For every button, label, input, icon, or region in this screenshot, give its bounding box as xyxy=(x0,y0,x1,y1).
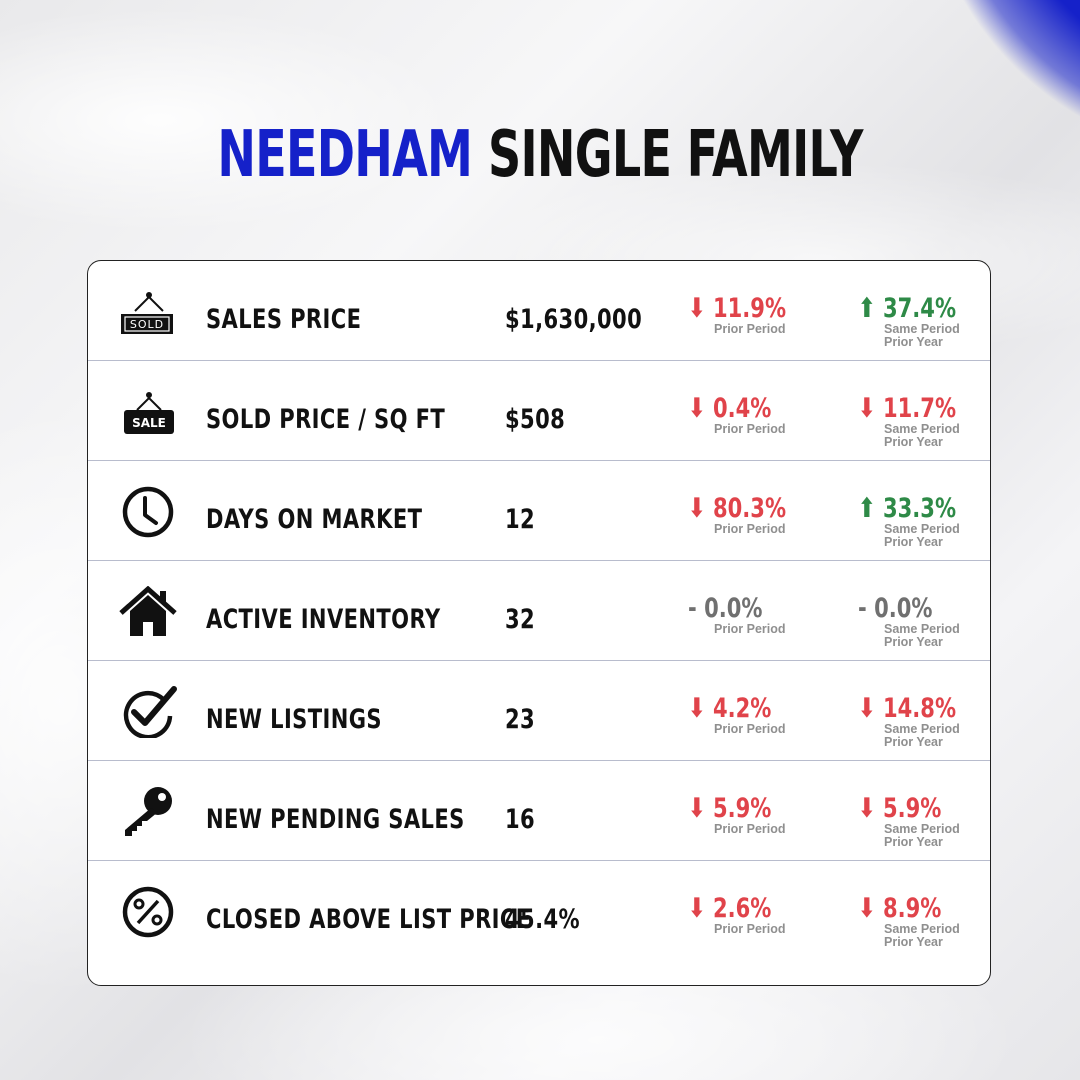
house-icon xyxy=(118,586,178,638)
svg-text:SALE: SALE xyxy=(132,416,166,430)
change-percent: 2.6% xyxy=(712,893,772,924)
stat-label: SOLD PRICE / SQ FT xyxy=(206,404,446,435)
down-arrow-icon: ⬇ xyxy=(858,893,876,924)
prior-year-change: ⬆ 33.3% Same Period Prior Year xyxy=(858,493,984,549)
stat-label: SALES PRICE xyxy=(206,304,362,335)
prior-year-change: - 0.0% Same Period Prior Year xyxy=(858,593,984,649)
prior-period-change: ⬇ 0.4% Prior Period xyxy=(688,393,795,436)
change-note: Prior Period xyxy=(714,922,786,936)
prior-year-change: ⬇ 5.9% Same Period Prior Year xyxy=(858,793,984,849)
change-percent: 5.9% xyxy=(882,793,942,824)
change-note: Same Period Prior Year xyxy=(884,522,960,549)
change-percent: 11.9% xyxy=(712,293,787,324)
change-percent: 0.4% xyxy=(712,393,772,424)
prior-period-change: ⬇ 11.9% Prior Period xyxy=(688,293,814,336)
stat-value: 23 xyxy=(505,704,536,735)
checkmark-icon xyxy=(118,686,178,738)
stat-row-new-pending-sales: NEW PENDING SALES 16 ⬇ 5.9% Prior Period… xyxy=(88,761,990,861)
percent-icon xyxy=(118,886,178,938)
change-note: Prior Period xyxy=(714,622,786,636)
sold-sign-icon: SOLD xyxy=(118,286,178,338)
change-percent: 80.3% xyxy=(712,493,787,524)
change-note: Same Period Prior Year xyxy=(884,322,960,349)
change-note: Prior Period xyxy=(714,322,786,336)
change-note: Prior Period xyxy=(714,422,786,436)
change-percent: 14.8% xyxy=(882,693,957,724)
change-note: Prior Period xyxy=(714,822,786,836)
dash-icon: - xyxy=(688,593,697,624)
stat-label: CLOSED ABOVE LIST PRICE xyxy=(206,904,531,935)
change-note: Same Period Prior Year xyxy=(884,422,960,449)
prior-year-change: ⬇ 11.7% Same Period Prior Year xyxy=(858,393,984,449)
down-arrow-icon: ⬇ xyxy=(688,893,706,924)
change-percent: 0.0% xyxy=(704,593,763,624)
change-percent: 0.0% xyxy=(874,593,933,624)
decorative-blob xyxy=(920,0,1080,160)
change-note: Same Period Prior Year xyxy=(884,822,960,849)
prior-period-change: ⬇ 2.6% Prior Period xyxy=(688,893,795,936)
prior-year-change: ⬆ 37.4% Same Period Prior Year xyxy=(858,293,984,349)
dash-icon: - xyxy=(858,593,867,624)
change-note: Prior Period xyxy=(714,722,786,736)
prior-period-change: ⬇ 80.3% Prior Period xyxy=(688,493,814,536)
down-arrow-icon: ⬇ xyxy=(688,793,706,824)
change-note: Prior Period xyxy=(714,522,786,536)
stat-value: $508 xyxy=(505,404,566,435)
down-arrow-icon: ⬇ xyxy=(688,393,706,424)
stat-row-closed-above-list: CLOSED ABOVE LIST PRICE 45.4% ⬇ 2.6% Pri… xyxy=(88,861,990,961)
change-percent: 4.2% xyxy=(712,693,772,724)
prior-period-change: ⬇ 4.2% Prior Period xyxy=(688,693,795,736)
clock-icon xyxy=(118,486,178,538)
down-arrow-icon: ⬇ xyxy=(688,493,706,524)
change-percent: 5.9% xyxy=(712,793,772,824)
down-arrow-icon: ⬇ xyxy=(688,693,706,724)
down-arrow-icon: ⬇ xyxy=(858,693,876,724)
down-arrow-icon: ⬇ xyxy=(858,393,876,424)
stat-label: DAYS ON MARKET xyxy=(206,504,423,535)
page-title: NEEDHAM SINGLE FAMILY xyxy=(151,118,929,192)
down-arrow-icon: ⬇ xyxy=(858,793,876,824)
stat-row-sales-price: SOLD SALES PRICE $1,630,000 ⬇ 11.9% Prio… xyxy=(88,261,990,361)
prior-year-change: ⬇ 14.8% Same Period Prior Year xyxy=(858,693,984,749)
sale-sign-icon: SALE xyxy=(118,386,178,438)
stat-label: NEW PENDING SALES xyxy=(206,804,465,835)
up-arrow-icon: ⬆ xyxy=(858,493,876,524)
stat-value: 16 xyxy=(505,804,536,835)
stats-card: SOLD SALES PRICE $1,630,000 ⬇ 11.9% Prio… xyxy=(87,260,991,986)
key-icon xyxy=(118,786,178,838)
change-note: Same Period Prior Year xyxy=(884,922,960,949)
change-percent: 11.7% xyxy=(882,393,957,424)
prior-period-change: - 0.0% Prior Period xyxy=(688,593,786,636)
change-percent: 33.3% xyxy=(882,493,957,524)
stat-value: 45.4% xyxy=(505,904,581,935)
title-city: NEEDHAM xyxy=(217,118,473,192)
up-arrow-icon: ⬆ xyxy=(858,293,876,324)
stat-label: ACTIVE INVENTORY xyxy=(206,604,441,635)
stat-row-new-listings: NEW LISTINGS 23 ⬇ 4.2% Prior Period ⬇ 14… xyxy=(88,661,990,761)
change-percent: 37.4% xyxy=(882,293,957,324)
title-category: SINGLE FAMILY xyxy=(488,118,863,192)
stat-row-active-inventory: ACTIVE INVENTORY 32 - 0.0% Prior Period … xyxy=(88,561,990,661)
prior-period-change: ⬇ 5.9% Prior Period xyxy=(688,793,795,836)
prior-year-change: ⬇ 8.9% Same Period Prior Year xyxy=(858,893,984,949)
stat-value: 12 xyxy=(505,504,536,535)
stat-row-days-on-market: DAYS ON MARKET 12 ⬇ 80.3% Prior Period ⬆… xyxy=(88,461,990,561)
change-percent: 8.9% xyxy=(882,893,942,924)
stat-value: 32 xyxy=(505,604,536,635)
svg-text:SOLD: SOLD xyxy=(130,318,164,331)
stat-value: $1,630,000 xyxy=(505,304,643,335)
stat-label: NEW LISTINGS xyxy=(206,704,382,735)
change-note: Same Period Prior Year xyxy=(884,722,960,749)
change-note: Same Period Prior Year xyxy=(884,622,960,649)
stat-row-sold-price-sqft: SALE SOLD PRICE / SQ FT $508 ⬇ 0.4% Prio… xyxy=(88,361,990,461)
down-arrow-icon: ⬇ xyxy=(688,293,706,324)
